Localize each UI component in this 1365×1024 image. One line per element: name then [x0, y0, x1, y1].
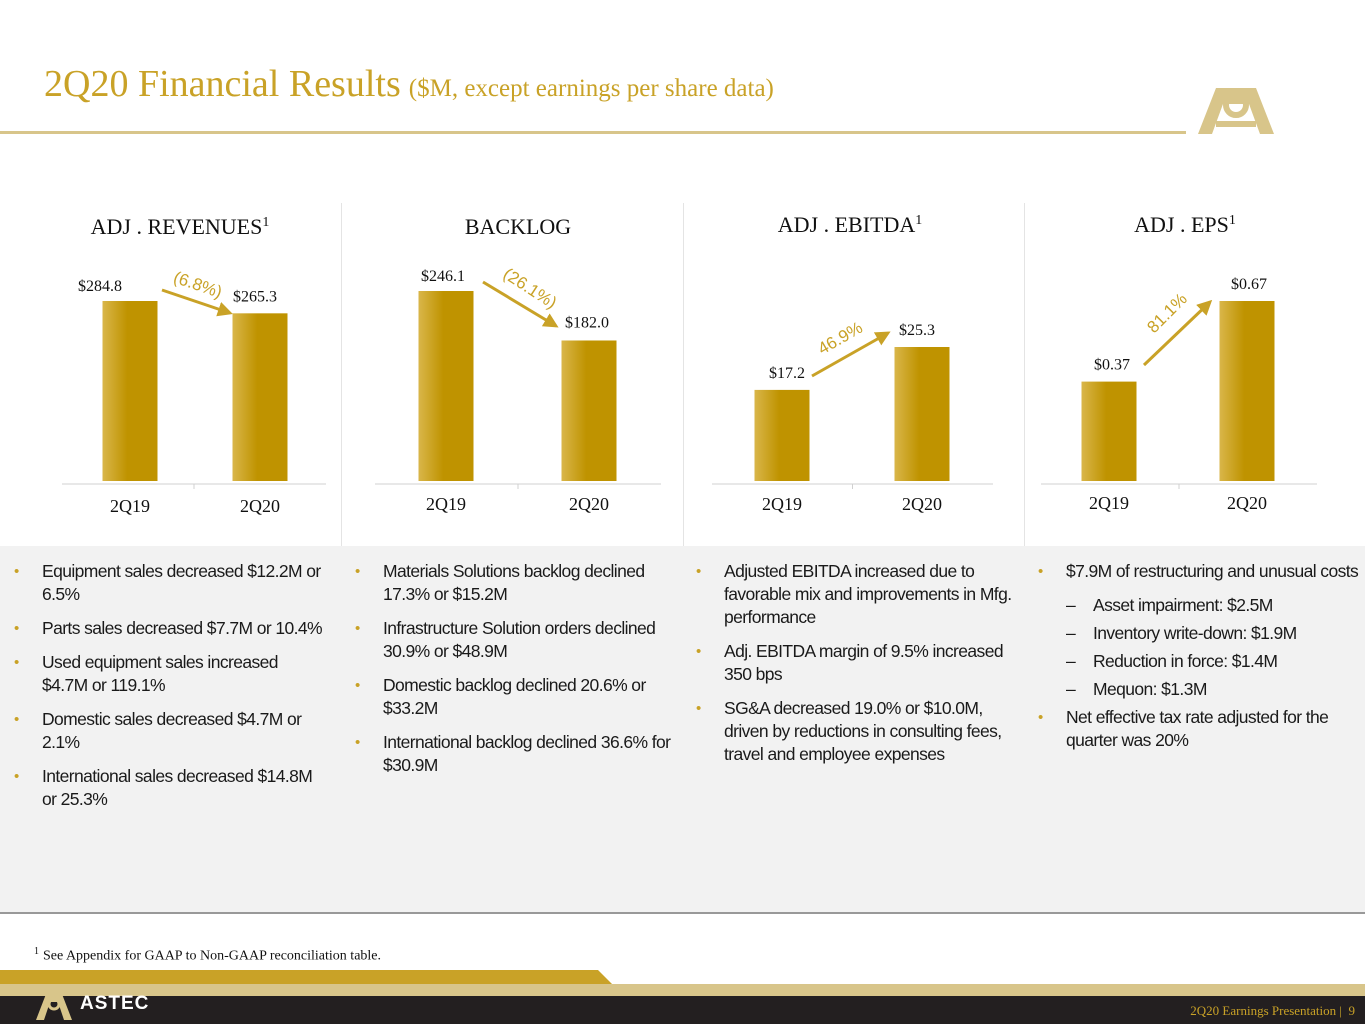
bullet-item: International sales decreased $14.8M or … [14, 765, 326, 811]
bullet-item: Used equipment sales increased $4.7M or … [14, 651, 326, 697]
tick-label: 2Q20 [1227, 493, 1267, 513]
bar-2q20 [1219, 301, 1275, 481]
chart-title-sup: 1 [915, 213, 922, 228]
change-label: (26.1%) [500, 264, 560, 312]
bar-2q19 [754, 389, 810, 481]
footer-bar [0, 970, 1365, 1024]
value-label: $284.8 [78, 278, 122, 295]
value-label: $17.2 [769, 365, 805, 382]
bar-2q19 [1081, 381, 1137, 481]
page-title: 2Q20 Financial Results ($M, except earnin… [44, 62, 774, 106]
value-label: $0.37 [1094, 357, 1130, 374]
bar-2q19 [102, 301, 158, 481]
value-label: $246.1 [421, 268, 465, 285]
bullet-item: Domestic backlog declined 20.6% or $33.2… [355, 674, 675, 720]
value-label: $182.0 [565, 314, 609, 331]
value-label: $25.3 [899, 322, 935, 339]
trend-arrow-icon [1142, 299, 1213, 367]
presentation-name: 2Q20 Earnings Presentation | [1190, 1003, 1342, 1018]
trend-arrow-icon [482, 280, 559, 328]
astec-footer-logo-icon [36, 994, 72, 1020]
chart-title: ADJ . EPS1 [1134, 212, 1236, 237]
sub-bullet-item: Asset impairment: $2.5M [1038, 594, 1360, 617]
chart-title-sup: 1 [1229, 213, 1236, 228]
value-label: $265.3 [233, 288, 277, 305]
bullet-item: Parts sales decreased $7.7M or 10.4% [14, 617, 326, 640]
bullet-item: SG&A decreased 19.0% or $10.0M, driven b… [696, 697, 1014, 766]
bullet-item: Equipment sales decreased $12.2M or 6.5% [14, 560, 326, 606]
bullet-item: Infrastructure Solution orders declined … [355, 617, 675, 663]
change-label: 81.1% [1143, 289, 1191, 337]
footnote-marker: 1 [34, 946, 39, 957]
tick-label: 2Q20 [902, 494, 942, 514]
sub-bullet-item: Mequon: $1.3M [1038, 678, 1360, 701]
sub-bullet-item: Reduction in force: $1.4M [1038, 650, 1360, 673]
chart-title: ADJ . REVENUES1 [91, 214, 270, 239]
bullet-item: Materials Solutions backlog declined 17.… [355, 560, 675, 606]
tick-label: 2Q20 [240, 496, 280, 516]
tick-label: 2Q19 [426, 494, 466, 514]
sub-bullet-item: Inventory write-down: $1.9M [1038, 622, 1360, 645]
page-number: 9 [1348, 1003, 1356, 1018]
footnote-text: See Appendix for GAAP to Non-GAAP reconc… [43, 948, 382, 964]
bullet-item: Adjusted EBITDA increased due to favorab… [696, 560, 1014, 629]
trend-arrow-icon [161, 288, 233, 317]
bullet-item: Domestic sales decreased $4.7M or 2.1% [14, 708, 326, 754]
value-label: $0.67 [1231, 276, 1267, 293]
change-label: 46.9% [815, 318, 866, 359]
bar-2q20 [561, 340, 617, 481]
revenues-bullets: Equipment sales decreased $12.2M or 6.5%… [14, 560, 326, 822]
tick-label: 2Q20 [569, 494, 609, 514]
tick-label: 2Q19 [110, 496, 150, 516]
bullet-item: International backlog declined 36.6% for… [355, 731, 675, 777]
kpi-charts: ADJ . REVENUES1$284.82Q19$265.32Q20(6.8%… [62, 212, 1317, 516]
chart-title: ADJ . EBITDA1 [778, 212, 923, 237]
bullet-item: $7.9M of restructuring and unusual costs [1038, 560, 1360, 583]
title-main: 2Q20 Financial Results [44, 63, 401, 105]
bar-2q20 [232, 313, 288, 481]
bar-2q20 [894, 347, 950, 481]
bullet-item: Adj. EBITDA margin of 9.5% increased 350… [696, 640, 1014, 686]
chart-title: BACKLOG [465, 214, 571, 239]
chart-title-sup: 1 [262, 215, 269, 230]
footnote: 1 See Appendix for GAAP to Non-GAAP recon… [34, 946, 381, 965]
bar-2q19 [418, 291, 474, 481]
tick-label: 2Q19 [1089, 493, 1129, 513]
footer-page-info: 2Q20 Earnings Presentation | 9 [1190, 1003, 1355, 1019]
astec-a-logo-icon [1198, 88, 1274, 134]
title-subtitle: ($M, except earnings per share data) [408, 75, 774, 102]
footer-brand: ASTEC [80, 993, 150, 1014]
tick-label: 2Q19 [762, 494, 802, 514]
bullet-item: Net effective tax rate adjusted for the … [1038, 706, 1360, 752]
backlog-bullets: Materials Solutions backlog declined 17.… [355, 560, 675, 788]
eps-bullets: $7.9M of restructuring and unusual costs… [1038, 560, 1360, 763]
bullets-bottom-rule [0, 912, 1365, 914]
trend-arrow-icon [811, 331, 891, 378]
ebitda-bullets: Adjusted EBITDA increased due to favorab… [696, 560, 1014, 777]
title-rule [0, 131, 1186, 134]
